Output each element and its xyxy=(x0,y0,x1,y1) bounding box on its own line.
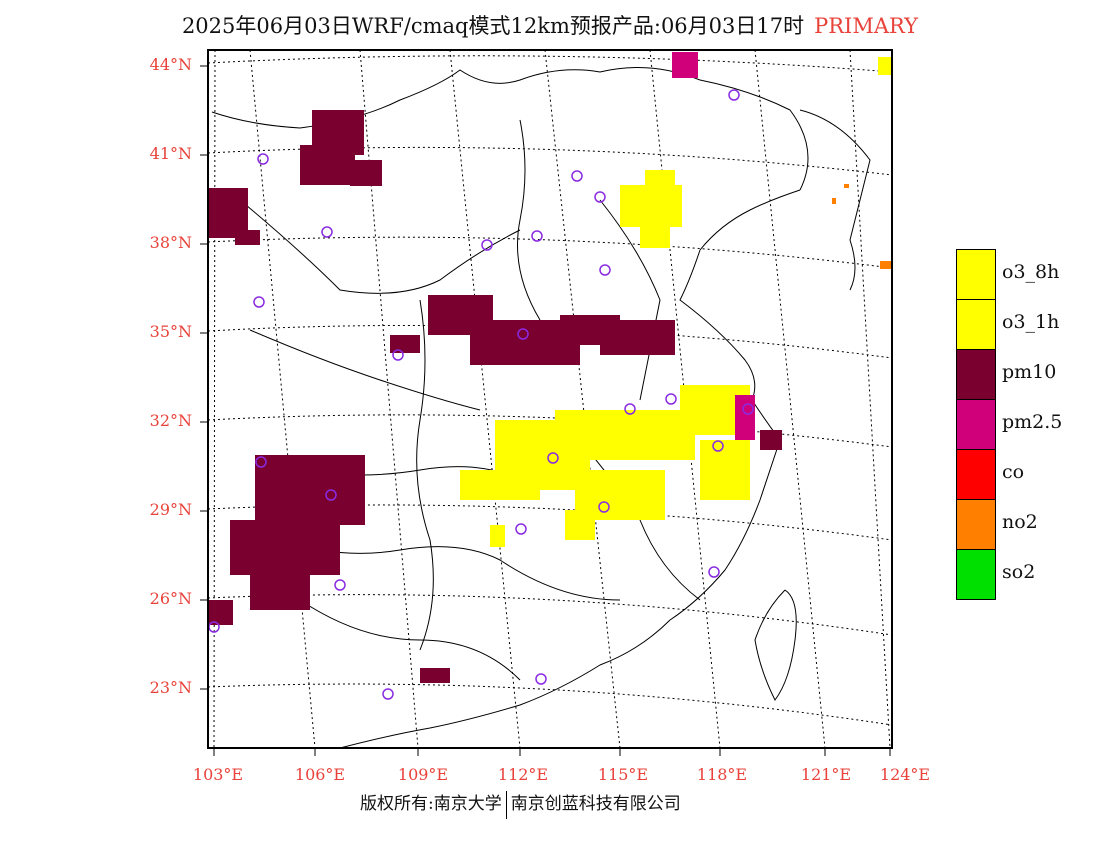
legend-label: so2 xyxy=(1002,561,1036,583)
primary-label: PRIMARY xyxy=(814,14,919,38)
lon-label-112: 112°E xyxy=(497,765,549,784)
legend-swatch xyxy=(956,499,996,550)
legend-swatch xyxy=(956,399,996,450)
pm10-areas xyxy=(208,110,782,683)
legend-label: o3_1h xyxy=(1002,311,1060,333)
legend-swatch xyxy=(956,299,996,350)
title-text: 2025年06月03日WRF/cmaq模式12km预报产品:06月03日17时 xyxy=(181,14,805,38)
legend-swatch xyxy=(956,449,996,500)
lat-label-38: 38°N xyxy=(149,233,192,252)
lon-label-121: 121°E xyxy=(800,765,852,784)
lat-label-29: 29°N xyxy=(149,500,192,519)
copyright-text: 版权所有:南京大学 xyxy=(360,794,502,814)
legend-label: pm10 xyxy=(1002,361,1057,383)
footer-divider xyxy=(505,790,507,819)
legend-label: pm2.5 xyxy=(1002,411,1063,433)
lon-label-103: 103°E xyxy=(192,765,244,784)
company-text: 南京创蓝科技有限公司 xyxy=(510,794,681,814)
lat-label-35: 35°N xyxy=(149,322,192,341)
axis-ticks xyxy=(200,65,891,756)
lat-label-32: 32°N xyxy=(149,411,192,430)
lat-label-41: 41°N xyxy=(149,144,192,163)
map-title: 2025年06月03日WRF/cmaq模式12km预报产品:06月03日17时 P… xyxy=(0,10,1100,40)
lon-label-124: 124°E xyxy=(879,765,931,784)
legend-swatch xyxy=(956,249,996,300)
legend-label: o3_8h xyxy=(1002,261,1060,283)
lat-label-26: 26°N xyxy=(149,589,192,608)
map-frame xyxy=(207,49,893,749)
lon-label-115: 115°E xyxy=(597,765,649,784)
lon-label-109: 109°E xyxy=(397,765,449,784)
pm25-areas xyxy=(672,52,755,440)
legend-label: no2 xyxy=(1002,511,1038,533)
lon-label-118: 118°E xyxy=(696,765,748,784)
legend-swatch xyxy=(956,549,996,600)
lat-label-23: 23°N xyxy=(149,678,192,697)
lat-label-44: 44°N xyxy=(149,55,192,74)
legend-label: co xyxy=(1002,461,1025,483)
lon-label-106: 106°E xyxy=(294,765,346,784)
footer: 版权所有:南京大学 南京创蓝科技有限公司 xyxy=(360,789,681,819)
station-markers xyxy=(208,89,754,700)
no2-areas xyxy=(832,184,892,269)
o3-areas xyxy=(460,57,892,547)
legend-swatch xyxy=(956,349,996,400)
